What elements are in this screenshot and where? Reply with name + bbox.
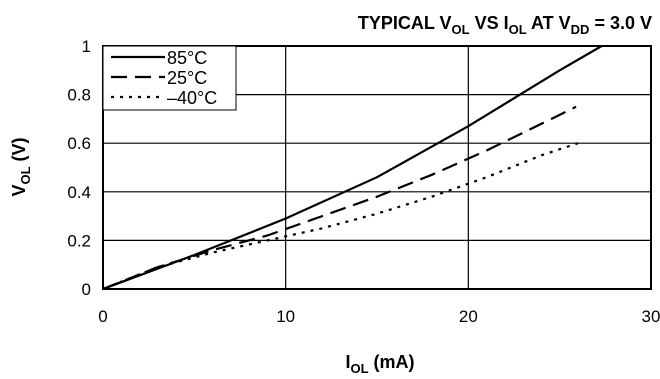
series-line bbox=[102, 142, 579, 291]
y-tick-label: 0.2 bbox=[67, 231, 91, 250]
legend-label: 85°C bbox=[167, 48, 207, 68]
tick-labels: 00.20.40.60.810 10 20 30 bbox=[67, 37, 660, 326]
legend-label: 25°C bbox=[167, 68, 207, 88]
x-tick-label: 10 bbox=[276, 307, 295, 326]
plot-frame bbox=[102, 45, 652, 290]
y-tick-label: 1 bbox=[82, 37, 91, 56]
y-tick-label: 0 bbox=[82, 280, 91, 299]
legend: 85°C25°C–40°C bbox=[102, 45, 237, 111]
y-tick-label: 0.8 bbox=[67, 86, 91, 105]
y-tick-label: 0.6 bbox=[67, 134, 91, 153]
x-axis-label: IOL (mA) bbox=[345, 352, 414, 376]
x-tick-label: 30 bbox=[642, 307, 660, 326]
x-tick-label: 0 bbox=[98, 307, 107, 326]
y-axis-label: VOL (V) bbox=[9, 137, 33, 196]
y-tick-label: 0.4 bbox=[67, 183, 91, 202]
chart-title: TYPICAL VOL VS IOL AT VDD = 3.0 V bbox=[358, 13, 652, 37]
series-line bbox=[102, 105, 577, 291]
legend-label: –40°C bbox=[167, 88, 217, 108]
x-tick-label: 20 bbox=[459, 307, 478, 326]
series-layer bbox=[102, 45, 603, 291]
